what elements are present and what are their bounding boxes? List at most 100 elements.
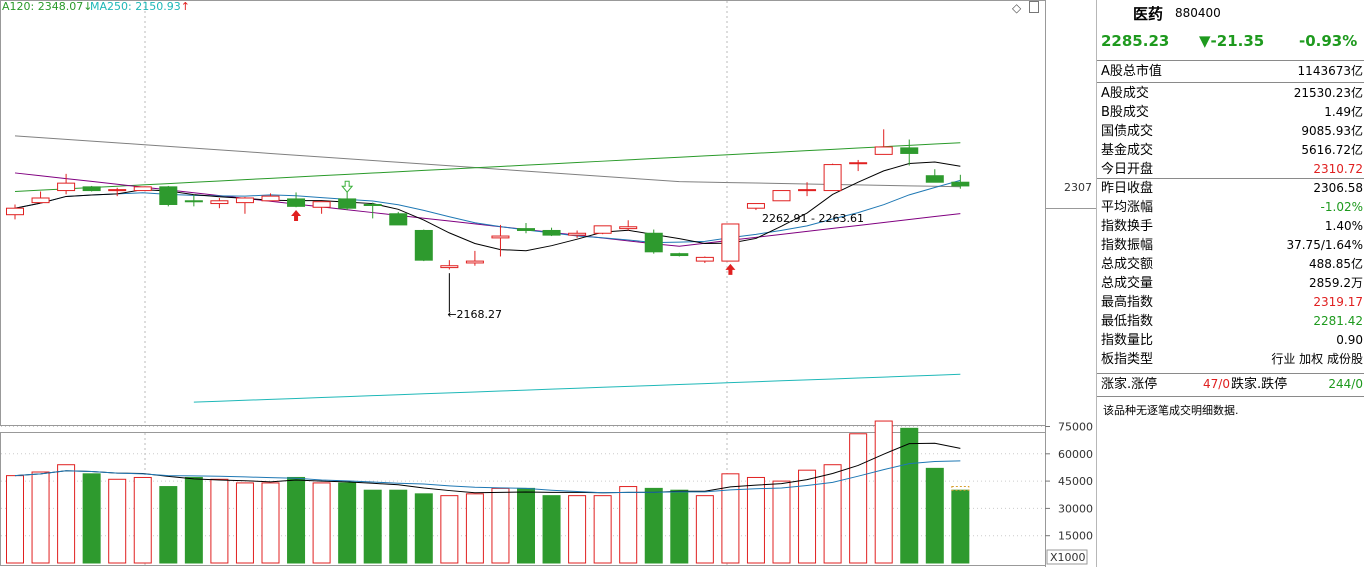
volume-bar xyxy=(772,480,791,564)
volume-bar xyxy=(31,471,50,564)
volume-bar xyxy=(210,478,229,564)
volume-bar xyxy=(235,482,254,564)
stat-row: 指数换手 1.40% xyxy=(1097,217,1364,236)
price-change: ▼-21.35 xyxy=(1199,32,1265,50)
stat-value: -1.02% xyxy=(1320,200,1363,214)
ma60-line xyxy=(14,135,961,188)
legend-ma250: MA250: 2150.93↑ xyxy=(90,0,190,14)
ma250-line xyxy=(193,373,961,403)
candle xyxy=(619,226,638,230)
index-name: 医药 xyxy=(1133,5,1164,23)
stat-row: 板指类型 行业 加权 成份股 xyxy=(1097,350,1364,369)
volume-bar xyxy=(57,464,76,564)
stat-row: 昨日收盘 2306.58 xyxy=(1097,179,1364,198)
down-count: 244/0 xyxy=(1328,377,1363,391)
stat-row: 最低指数 2281.42 xyxy=(1097,312,1364,331)
stat-row: 最高指数 2319.17 xyxy=(1097,293,1364,312)
volume-bar xyxy=(338,482,357,564)
candle xyxy=(721,223,740,262)
volume-bar xyxy=(823,464,842,564)
price-line: 2285.23 ▼-21.35 -0.93% xyxy=(1097,30,1364,56)
candle xyxy=(491,235,510,239)
volume-bar xyxy=(619,486,638,564)
stat-value: 37.75/1.64% xyxy=(1286,238,1363,252)
volume-bar xyxy=(491,487,510,564)
legend-ma250-arrow: ↑ xyxy=(180,0,190,13)
candle xyxy=(542,229,561,236)
stat-value: 21530.23亿 xyxy=(1293,86,1363,100)
candle xyxy=(798,189,817,192)
panel-header: 医药 880400 xyxy=(1097,0,1364,26)
stat-label: 指数换手 xyxy=(1101,219,1154,234)
stat-row: 今日开盘 2310.72 xyxy=(1097,160,1364,179)
kline-chart[interactable]: 75000 60000 45000 30000 15000 X1000 2307 ←2168.… xyxy=(0,0,1096,567)
candle xyxy=(925,175,944,183)
volume-bar xyxy=(849,433,868,564)
stat-value: 1.40% xyxy=(1324,219,1363,233)
candle xyxy=(235,197,254,204)
legend-ma250-label: MA250: 2150.93 xyxy=(90,0,181,13)
candle xyxy=(568,232,587,236)
stat-value: 1143673亿 xyxy=(1297,64,1363,78)
candle xyxy=(82,186,101,192)
volume-bar xyxy=(925,467,944,564)
candle xyxy=(159,186,178,205)
candle xyxy=(517,228,535,231)
volume-bar xyxy=(644,487,663,564)
volume-bar xyxy=(517,487,535,564)
quote-panel: 医药 880400 2285.23 ▼-21.35 -0.93% A股总市值 11… xyxy=(1096,0,1364,567)
diamond-icon[interactable]: ◇ xyxy=(1012,1,1022,15)
stat-value: 5616.72亿 xyxy=(1301,143,1363,157)
candle xyxy=(465,260,484,264)
volume-bar xyxy=(746,476,765,564)
stat-label: A股总市值 xyxy=(1101,64,1162,79)
up-count: 47/0 xyxy=(1203,377,1230,391)
volume-bar xyxy=(721,473,740,564)
candle xyxy=(312,201,331,208)
candle xyxy=(849,162,868,165)
volume-bar xyxy=(414,493,433,564)
candle xyxy=(874,146,893,155)
stat-value: 2859.2万 xyxy=(1309,276,1363,290)
stat-label: 总成交额 xyxy=(1101,257,1154,272)
stat-value: 2281.42 xyxy=(1313,314,1363,328)
price-frame xyxy=(0,0,1046,426)
volume-bar-projected xyxy=(951,486,970,491)
candle xyxy=(746,203,765,209)
volume-bar xyxy=(593,495,612,564)
candle xyxy=(31,197,50,204)
volume-bar xyxy=(6,475,24,564)
stat-value: 2306.58 xyxy=(1313,181,1363,195)
candle xyxy=(440,265,459,269)
volume-bar xyxy=(798,469,817,564)
volume-bar xyxy=(670,489,689,564)
candle xyxy=(338,198,357,209)
chart-controls: ◇ xyxy=(1012,1,1040,15)
stat-label: 指数量比 xyxy=(1101,333,1154,348)
volume-bar xyxy=(312,482,331,564)
buy-signal-icon xyxy=(291,210,302,222)
vol-tick-label: 60000 xyxy=(1058,448,1093,461)
volume-bar xyxy=(133,476,152,564)
stat-label: 平均涨幅 xyxy=(1101,200,1154,215)
scroll-icon[interactable] xyxy=(1029,1,1040,13)
price-change-pct: -0.93% xyxy=(1299,32,1358,50)
candle xyxy=(184,200,203,203)
unit-label: X1000 xyxy=(1050,551,1086,564)
volume-bar xyxy=(568,495,587,564)
stat-label: 最低指数 xyxy=(1101,314,1154,329)
candle xyxy=(210,200,229,205)
stat-value: 2310.72 xyxy=(1313,162,1363,176)
stat-row: A股总市值 1143673亿 xyxy=(1097,62,1364,81)
stat-value[interactable]: 行业 加权 成份股 xyxy=(1271,352,1363,366)
candle xyxy=(900,147,919,154)
volume-bar xyxy=(82,473,101,564)
stat-row: A股成交 21530.23亿 xyxy=(1097,84,1364,103)
stat-label: B股成交 xyxy=(1101,105,1149,120)
stat-label: A股成交 xyxy=(1101,86,1149,101)
up-label: 涨家.涨停 xyxy=(1101,377,1158,392)
stat-row: 总成交量 2859.2万 xyxy=(1097,274,1364,293)
low-annotation: ←2168.27 xyxy=(447,308,502,321)
tick-data-note: 该品种无逐笔成交明细数据. xyxy=(1103,404,1239,417)
candle xyxy=(363,203,382,206)
